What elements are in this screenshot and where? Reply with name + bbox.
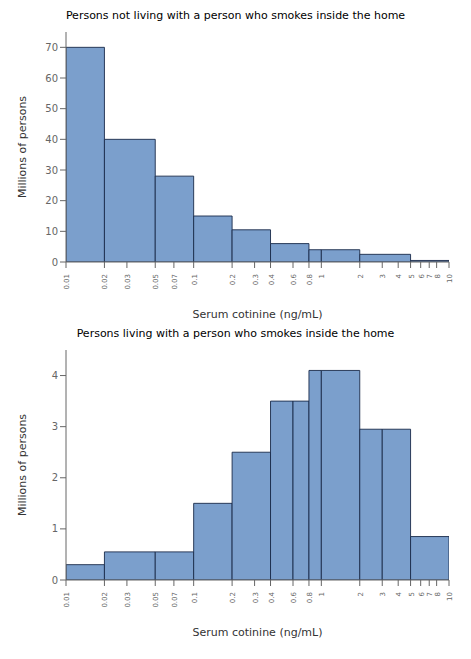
svg-text:10: 10 bbox=[446, 274, 454, 283]
svg-text:60: 60 bbox=[45, 73, 58, 84]
svg-text:4: 4 bbox=[395, 591, 403, 596]
html-text:Persons living with a person w: Persons living with a person who smokes … bbox=[76, 327, 395, 340]
svg-text:0: 0 bbox=[52, 257, 58, 268]
svg-text:1: 1 bbox=[318, 592, 326, 596]
svg-text:0.3: 0.3 bbox=[252, 274, 260, 285]
svg-text:0.01: 0.01 bbox=[63, 274, 71, 290]
svg-text:Millions of persons: Millions of persons bbox=[16, 96, 29, 198]
svg-text:0.3: 0.3 bbox=[252, 592, 260, 603]
svg-text:0.05: 0.05 bbox=[152, 592, 160, 608]
svg-text:0.2: 0.2 bbox=[229, 592, 237, 603]
svg-text:2: 2 bbox=[357, 592, 365, 596]
svg-text:Serum cotinine (ng/mL): Serum cotinine (ng/mL) bbox=[193, 626, 323, 639]
svg-text:5: 5 bbox=[408, 592, 416, 596]
svg-text:0.02: 0.02 bbox=[101, 592, 109, 608]
svg-text:3: 3 bbox=[379, 274, 387, 278]
svg-text:3: 3 bbox=[379, 592, 387, 596]
svg-text:40: 40 bbox=[45, 134, 58, 145]
svg-text:0.2: 0.2 bbox=[229, 274, 237, 285]
svg-text:0.07: 0.07 bbox=[171, 592, 179, 608]
svg-text:4: 4 bbox=[395, 273, 403, 278]
svg-text:7: 7 bbox=[426, 592, 435, 597]
svg-text:0.6: 0.6 bbox=[290, 591, 298, 603]
svg-text:0.07: 0.07 bbox=[171, 274, 179, 290]
svg-text:10: 10 bbox=[446, 592, 454, 601]
svg-text:6: 6 bbox=[418, 273, 426, 278]
svg-text:Serum cotinine (ng/mL): Serum cotinine (ng/mL) bbox=[193, 308, 323, 321]
svg-text:2: 2 bbox=[52, 472, 58, 483]
svg-text:0.02: 0.02 bbox=[101, 274, 109, 290]
svg-text:8: 8 bbox=[434, 592, 442, 596]
svg-text:0.01: 0.01 bbox=[63, 592, 71, 608]
svg-text:20: 20 bbox=[45, 195, 58, 206]
svg-text:Millions of persons: Millions of persons bbox=[16, 414, 29, 516]
svg-text:0.1: 0.1 bbox=[191, 592, 199, 603]
svg-text:0.4: 0.4 bbox=[268, 273, 276, 285]
svg-text:30: 30 bbox=[45, 165, 58, 176]
svg-text:0: 0 bbox=[52, 575, 58, 586]
svg-text:70: 70 bbox=[45, 42, 58, 53]
svg-text:8: 8 bbox=[434, 274, 442, 278]
svg-text:0.03: 0.03 bbox=[124, 274, 132, 290]
svg-text:0.8: 0.8 bbox=[306, 274, 314, 285]
svg-text:5: 5 bbox=[408, 274, 416, 278]
svg-text:1: 1 bbox=[318, 274, 326, 278]
svg-text:4: 4 bbox=[52, 370, 58, 381]
svg-text:0.05: 0.05 bbox=[152, 274, 160, 290]
svg-text:7: 7 bbox=[426, 274, 435, 279]
svg-text:10: 10 bbox=[45, 226, 58, 237]
svg-text:3: 3 bbox=[52, 421, 58, 432]
svg-text:50: 50 bbox=[45, 103, 58, 114]
svg-text:2: 2 bbox=[357, 274, 365, 278]
svg-text:0.8: 0.8 bbox=[306, 592, 314, 603]
svg-text:0.03: 0.03 bbox=[124, 592, 132, 608]
svg-text:0.1: 0.1 bbox=[191, 274, 199, 285]
svg-text:6: 6 bbox=[418, 591, 426, 596]
svg-text:0.6: 0.6 bbox=[290, 273, 298, 285]
svg-text:0.4: 0.4 bbox=[268, 591, 276, 603]
svg-text:1: 1 bbox=[52, 523, 58, 534]
html-text:Persons not living with a pers: Persons not living with a person who smo… bbox=[65, 9, 406, 22]
